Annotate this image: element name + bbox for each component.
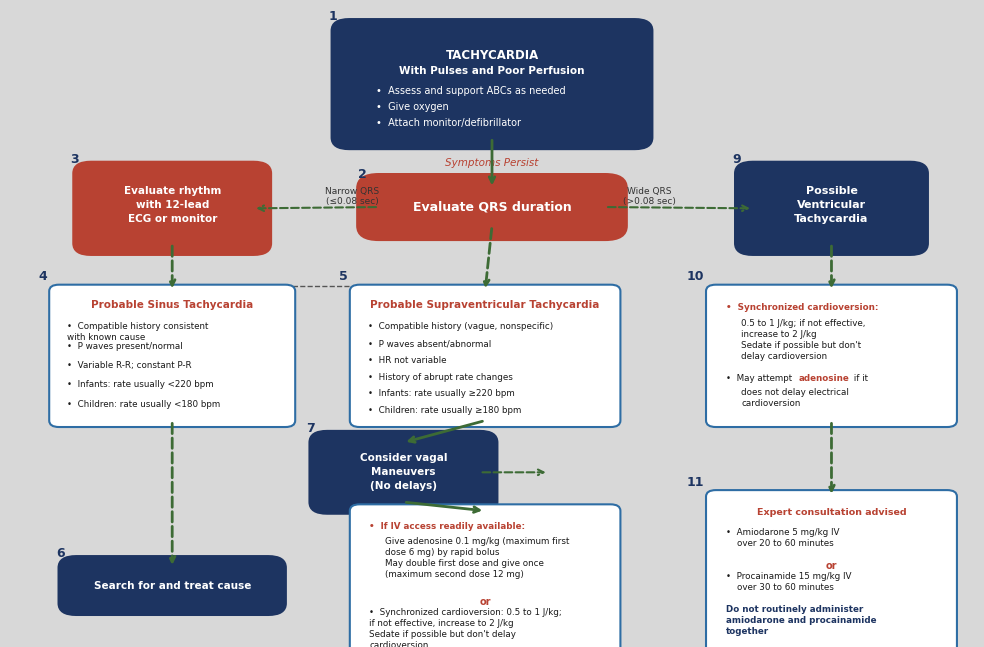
Text: •  Infants: rate usually ≥220 bpm: • Infants: rate usually ≥220 bpm (368, 389, 515, 399)
Text: 5: 5 (339, 270, 348, 283)
Text: •  Synchronized cardioversion:: • Synchronized cardioversion: (726, 303, 878, 312)
Text: •  Procainamide 15 mg/kg IV
    over 30 to 60 minutes: • Procainamide 15 mg/kg IV over 30 to 60… (726, 572, 851, 592)
Text: •  Amiodarone 5 mg/kg IV
    over 20 to 60 minutes: • Amiodarone 5 mg/kg IV over 20 to 60 mi… (726, 528, 839, 548)
Text: •  History of abrupt rate changes: • History of abrupt rate changes (368, 373, 513, 382)
Text: •  Assess and support ABCs as needed: • Assess and support ABCs as needed (376, 85, 566, 96)
Text: •  Children: rate usually <180 bpm: • Children: rate usually <180 bpm (67, 400, 220, 409)
Text: •  Compatible history consistent
with known cause: • Compatible history consistent with kno… (67, 322, 209, 342)
Text: or: or (479, 597, 491, 607)
Text: 3: 3 (71, 153, 79, 166)
FancyBboxPatch shape (350, 285, 621, 427)
Text: •  If IV access readily available:: • If IV access readily available: (370, 523, 525, 531)
Text: Possible
Ventricular
Tachycardia: Possible Ventricular Tachycardia (794, 186, 869, 224)
Text: Symptoms Persist: Symptoms Persist (446, 158, 538, 168)
Text: •  Attach monitor/defibrillator: • Attach monitor/defibrillator (376, 118, 521, 128)
FancyBboxPatch shape (707, 490, 957, 647)
Text: 9: 9 (732, 153, 741, 166)
FancyBboxPatch shape (49, 285, 295, 427)
Text: Wide QRS
(>0.08 sec): Wide QRS (>0.08 sec) (623, 187, 676, 206)
Text: Probable Sinus Tachycardia: Probable Sinus Tachycardia (92, 300, 253, 311)
Text: adenosine: adenosine (799, 374, 849, 383)
Text: •  Synchronized cardioversion: 0.5 to 1 J/kg;
if not effective, increase to 2 J/: • Synchronized cardioversion: 0.5 to 1 J… (370, 608, 562, 647)
Text: •  Compatible history (vague, nonspecific): • Compatible history (vague, nonspecific… (368, 322, 553, 331)
Text: Narrow QRS
(≤0.08 sec): Narrow QRS (≤0.08 sec) (325, 187, 380, 206)
FancyBboxPatch shape (73, 162, 272, 255)
Text: 7: 7 (307, 422, 315, 435)
Text: With Pulses and Poor Perfusion: With Pulses and Poor Perfusion (400, 66, 584, 76)
FancyBboxPatch shape (350, 505, 621, 647)
Text: Evaluate rhythm
with 12-lead
ECG or monitor: Evaluate rhythm with 12-lead ECG or moni… (124, 186, 220, 224)
Text: •  P waves present/normal: • P waves present/normal (67, 342, 183, 351)
Text: •  Children: rate usually ≥180 bpm: • Children: rate usually ≥180 bpm (368, 406, 521, 415)
Text: TACHYCARDIA: TACHYCARDIA (446, 49, 538, 61)
Text: 2: 2 (358, 168, 367, 181)
FancyBboxPatch shape (735, 162, 928, 255)
Text: 0.5 to 1 J/kg; if not effective,
increase to 2 J/kg
Sedate if possible but don't: 0.5 to 1 J/kg; if not effective, increas… (742, 319, 866, 361)
Text: •  Variable R-R; constant P-R: • Variable R-R; constant P-R (67, 361, 192, 370)
Text: 4: 4 (38, 270, 47, 283)
Text: Expert consultation advised: Expert consultation advised (757, 509, 906, 517)
Text: •  May attempt: • May attempt (726, 374, 794, 383)
FancyBboxPatch shape (332, 19, 652, 149)
Text: Consider vagal
Maneuvers
(No delays): Consider vagal Maneuvers (No delays) (360, 454, 447, 491)
FancyBboxPatch shape (58, 556, 285, 615)
Text: 6: 6 (56, 547, 64, 560)
Text: 11: 11 (687, 476, 705, 489)
Text: •  HR not variable: • HR not variable (368, 356, 446, 365)
Text: 8: 8 (339, 490, 348, 503)
FancyBboxPatch shape (707, 285, 957, 427)
FancyBboxPatch shape (357, 174, 627, 240)
Text: if it: if it (850, 374, 868, 383)
Text: •  P waves absent/abnormal: • P waves absent/abnormal (368, 339, 491, 348)
Text: Search for and treat cause: Search for and treat cause (93, 580, 251, 591)
Text: Do not routinely administer
amiodarone and procainamide
together: Do not routinely administer amiodarone a… (726, 606, 876, 637)
Text: •  Infants: rate usually <220 bpm: • Infants: rate usually <220 bpm (67, 380, 214, 389)
Text: does not delay electrical
cardioversion: does not delay electrical cardioversion (742, 388, 849, 408)
Text: 1: 1 (329, 10, 338, 23)
Text: 10: 10 (687, 270, 705, 283)
Text: •  Give oxygen: • Give oxygen (376, 102, 449, 112)
Text: or: or (826, 561, 837, 571)
Text: Probable Supraventricular Tachycardia: Probable Supraventricular Tachycardia (370, 300, 600, 311)
Text: Evaluate QRS duration: Evaluate QRS duration (412, 201, 572, 214)
Text: Give adenosine 0.1 mg/kg (maximum first
dose 6 mg) by rapid bolus
May double fir: Give adenosine 0.1 mg/kg (maximum first … (386, 536, 570, 579)
FancyBboxPatch shape (309, 431, 498, 514)
